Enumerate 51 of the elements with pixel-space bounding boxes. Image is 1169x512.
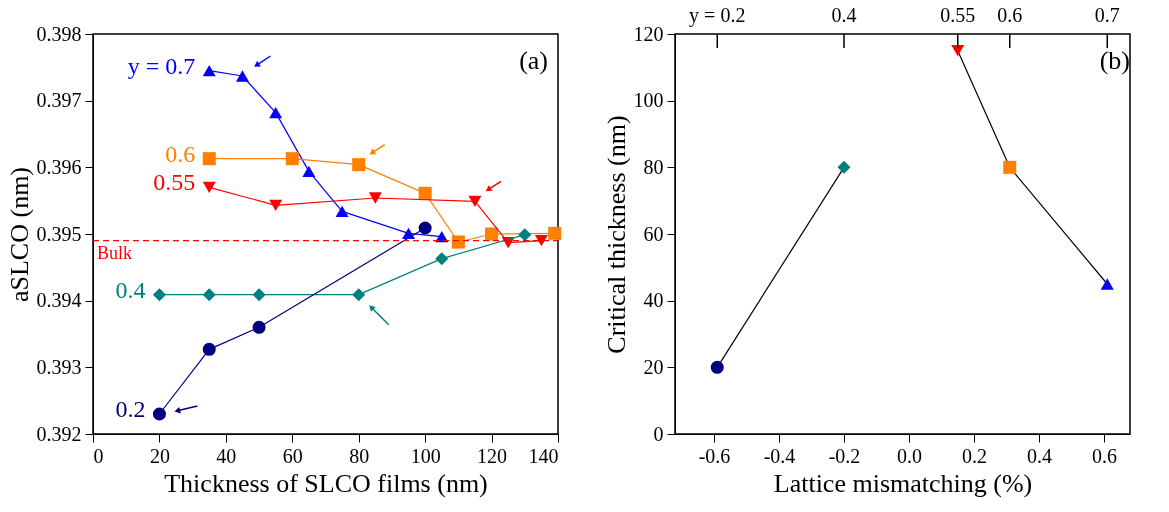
annotation: 0.7 <box>1094 4 1120 26</box>
x-axis-title: Lattice mismatching (%) <box>773 468 1033 498</box>
x-tick-label: 40 <box>216 444 237 467</box>
x-tick-label: 60 <box>282 444 303 467</box>
y-tick-label: 80 <box>643 155 664 178</box>
x-tick-label: 0 <box>93 444 104 467</box>
y-tick-label: 20 <box>643 355 664 378</box>
annotation: (a) <box>519 46 548 75</box>
x-tick-label: 80 <box>349 444 370 467</box>
point <box>951 45 965 57</box>
x-tick-label: -0.2 <box>828 444 861 467</box>
annotation: 0.4 <box>831 4 857 26</box>
series-label: 0.4 <box>115 276 146 303</box>
point <box>837 160 851 174</box>
x-axis-title: Thickness of SLCO films (nm) <box>164 468 488 498</box>
point <box>1003 160 1017 174</box>
x-tick-label: 0.2 <box>962 444 987 467</box>
annotation: y = 0.2 <box>689 4 746 27</box>
x-tick-label: -0.4 <box>763 444 796 467</box>
series-label: 0.6 <box>165 140 196 167</box>
series-label: y = 0.7 <box>127 52 196 79</box>
point <box>710 360 724 374</box>
y-axis-title: Critical thickness (nm) <box>601 115 631 354</box>
ref-line-label: Bulk <box>97 242 133 263</box>
y-tick-label: 0.396 <box>36 155 82 178</box>
y-tick-label: 40 <box>643 289 664 312</box>
x-tick-label: -0.6 <box>698 444 731 467</box>
x-tick-label: 140 <box>528 444 559 467</box>
x-tick-label: 120 <box>477 444 508 467</box>
point <box>1100 278 1114 290</box>
y-tick-label: 0.397 <box>36 89 82 112</box>
y-tick-label: 0.394 <box>36 289 82 312</box>
annotation: 0.6 <box>997 4 1023 26</box>
annotation: (b) <box>1099 46 1130 75</box>
y-tick-label: 120 <box>633 22 664 45</box>
x-tick-label: 100 <box>410 444 441 467</box>
y-tick-label: 0.395 <box>36 222 82 245</box>
y-tick-label: 0.393 <box>36 355 82 378</box>
x-tick-label: 0.4 <box>1027 444 1052 467</box>
x-tick-label: 20 <box>149 444 170 467</box>
y-tick-label: 0.392 <box>36 422 82 445</box>
annotation: 0.55 <box>940 4 976 26</box>
x-tick-label: 0.6 <box>1092 444 1117 467</box>
series-label: 0.55 <box>153 169 196 196</box>
series-label: 0.2 <box>115 396 146 422</box>
y-axis-title: aSLCO (nm) <box>4 166 34 303</box>
y-tick-label: 60 <box>643 222 664 245</box>
y-tick-label: 100 <box>633 89 664 112</box>
y-tick-label: 0 <box>653 422 664 445</box>
y-tick-label: 0.398 <box>36 22 82 45</box>
x-tick-label: 0.0 <box>897 444 922 467</box>
